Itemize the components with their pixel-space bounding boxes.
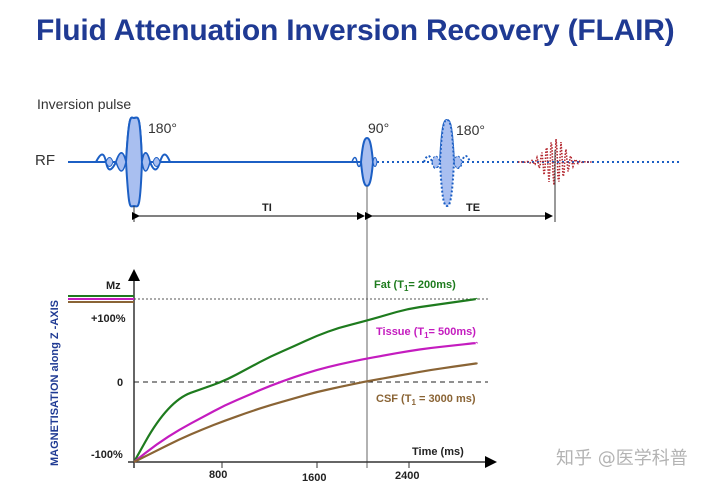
tissue-curve [133, 341, 478, 463]
x-axis-title: Time (ms) [412, 446, 464, 458]
x-tick-label-2400: 2400 [395, 470, 419, 482]
pulse2-angle: 90° [368, 120, 389, 136]
refocusing-pulse-180 [423, 118, 471, 208]
fat-curve [133, 297, 478, 463]
watermark: 知乎 @医学科普 [556, 448, 688, 469]
page-title: Fluid Attenuation Inversion Recovery (FL… [36, 14, 675, 47]
inversion-pulse-label: Inversion pulse [37, 96, 131, 112]
fat-series-label: Fat (T1= 200ms) [374, 279, 456, 293]
csf-curve [133, 362, 478, 463]
x-tick-label-800: 800 [209, 469, 227, 481]
y-axis-top-label: Mz [106, 280, 121, 292]
csf-series-label: CSF (T1 = 3000 ms) [376, 393, 476, 407]
magnetisation-chart: MAGNETISATION along Z -AXIS Mz +100% 0 -… [49, 269, 497, 484]
ti-label: TI [262, 202, 272, 214]
y-tick-label-plus100: +100% [91, 313, 126, 325]
pulse3-angle: 180° [456, 122, 485, 138]
y-axis-title: MAGNETISATION along Z -AXIS [49, 300, 61, 466]
tissue-series-label: Tissue (T1= 500ms) [376, 326, 476, 340]
pulse1-angle: 180° [148, 120, 177, 136]
inversion-pulse-180 [95, 116, 171, 208]
excitation-pulse-90 [351, 136, 378, 188]
y-tick-label-zero: 0 [117, 377, 123, 389]
x-tick-label-1600: 1600 [302, 472, 326, 484]
te-label: TE [466, 202, 480, 214]
rf-label: RF [35, 152, 55, 169]
y-tick-label-minus100: -100% [91, 449, 123, 461]
